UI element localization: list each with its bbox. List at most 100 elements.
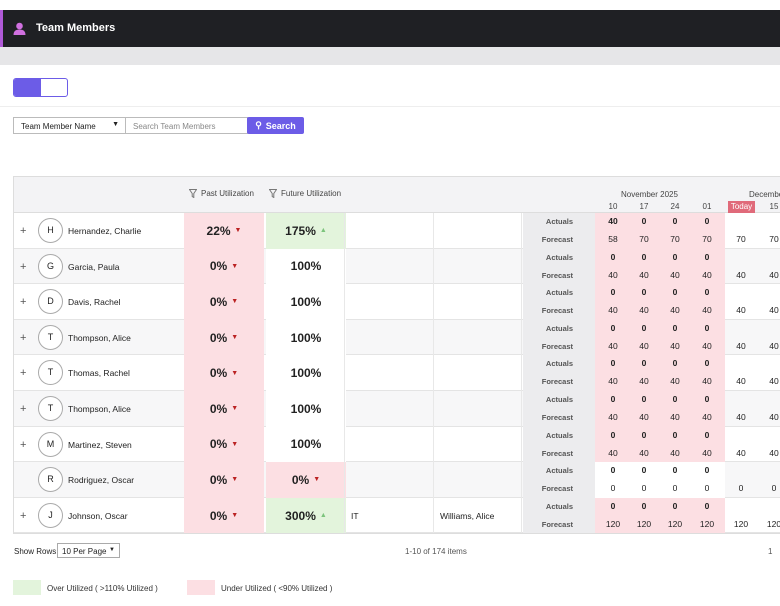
actual-hours: 0 — [610, 500, 616, 511]
forecast-hours: 40 — [670, 412, 680, 422]
column-title[interactable]: Past Utilization — [201, 189, 254, 198]
member-name: Thompson, Alice — [68, 332, 131, 343]
search-button-text[interactable]: Search — [265, 120, 296, 131]
percent: 100% — [290, 259, 322, 274]
toggle-active[interactable] — [14, 79, 41, 96]
show-rows-label: Show Rows: — [14, 547, 59, 556]
expand-button[interactable]: + — [20, 367, 27, 380]
sub-bar — [0, 47, 780, 65]
trend-down: ▼ — [231, 334, 239, 342]
page-size-select[interactable]: 10 Per Page ▼ — [57, 543, 120, 558]
table-row: + D Davis, Rachel 0% ▼ 100% Actuals Forecast 0 0 0… — [14, 284, 780, 320]
percent: 100% — [290, 330, 322, 345]
forecast-hours: 40 — [736, 376, 746, 387]
row-label: Actuals — [545, 323, 573, 333]
future-utilization: 300% ▲ — [266, 497, 346, 534]
weeks-cell — [595, 497, 725, 534]
view-toggle[interactable] — [13, 78, 68, 97]
row-label: Forecast — [541, 235, 573, 244]
forecast-hours: 40 — [702, 340, 712, 351]
past-utilization: 22% ▼ — [184, 213, 264, 249]
future-utilization: 100% — [266, 426, 346, 463]
cell-divider — [433, 319, 434, 356]
future-utilization: 100% — [266, 248, 346, 285]
actual-hours: 0 — [641, 251, 647, 262]
page-number[interactable]: 1 — [768, 547, 773, 556]
trend-down: ▼ — [231, 440, 239, 448]
future-utilization: 100% — [266, 319, 346, 356]
actual-hours: 0 — [610, 322, 616, 333]
expand-button[interactable]: + — [20, 296, 27, 309]
cell-divider — [344, 284, 345, 320]
label-cell — [523, 497, 595, 534]
cell-divider — [521, 248, 522, 285]
actual-hours: 0 — [704, 429, 710, 440]
actual-hours: 0 — [610, 429, 616, 440]
search-button[interactable]: ⚲ Search — [247, 117, 304, 134]
avatar: D — [38, 289, 63, 315]
forecast-hours: 40 — [736, 447, 746, 458]
weeks-cell — [595, 462, 725, 498]
table-row: + M Martinez, Steven 0% ▼ 100% Actuals Forecast… — [14, 426, 780, 463]
week-label: 15 — [769, 202, 779, 211]
past-utilization: 0% ▼ — [184, 462, 264, 498]
table-row: + H Hernandez, Charlie 22% ▼ 175% ▲ Actuals Fore… — [14, 213, 780, 249]
forecast-hours: 0 — [641, 483, 647, 494]
past-utilization: 0% ▼ — [184, 284, 264, 320]
row-label: Actuals — [545, 217, 573, 226]
forecast-hours: 70 — [639, 234, 649, 244]
actual-hours: 0 — [672, 251, 678, 262]
cell-divider — [521, 355, 522, 391]
expand-button[interactable]: + — [20, 509, 27, 522]
pagination-range: 1-10 of 174 items — [405, 547, 467, 556]
week-label: 17 — [639, 202, 649, 211]
week-label: Today — [728, 201, 755, 213]
actual-hours: 0 — [610, 394, 616, 404]
row-label: Forecast — [541, 413, 573, 422]
expand-button[interactable]: + — [20, 225, 27, 237]
actual-hours: 0 — [704, 251, 710, 262]
divider — [0, 106, 780, 107]
cell-divider — [433, 355, 434, 391]
legend-label: Over Utilized ( >110% Utilized ) — [47, 584, 158, 593]
future-utilization: 0% ▼ — [266, 462, 346, 498]
table: Past Utilization Future Utilization Novemb… — [13, 176, 780, 534]
label-cell — [523, 355, 595, 391]
column-title[interactable]: Future Utilization — [281, 189, 342, 198]
forecast-hours: 40 — [702, 269, 712, 280]
expand-button[interactable]: + — [20, 403, 27, 415]
weeks-cell — [595, 391, 725, 427]
trend-down: ▼ — [313, 476, 321, 484]
forecast-hours: 40 — [702, 305, 712, 316]
forecast-hours: 40 — [608, 447, 618, 458]
department: IT — [351, 510, 359, 521]
expand-button[interactable]: + — [20, 331, 27, 344]
row-label: Forecast — [541, 448, 573, 458]
forecast-hours: 120 — [636, 518, 652, 529]
cell-divider — [344, 426, 345, 463]
avatar: T — [38, 360, 63, 386]
future-utilization: 100% — [266, 391, 346, 427]
actual-hours: 0 — [641, 429, 647, 440]
forecast-hours: 40 — [670, 340, 680, 351]
row-label: Forecast — [541, 377, 573, 387]
field-select-text[interactable]: Team Member Name — [21, 122, 96, 131]
trend-down: ▼ — [231, 512, 239, 520]
forecast-hours: 40 — [769, 412, 779, 422]
forecast-hours: 40 — [736, 269, 746, 280]
expand-button[interactable]: + — [20, 438, 27, 451]
search-input[interactable]: Search Team Members — [125, 117, 248, 134]
expand-button[interactable]: + — [20, 260, 27, 273]
avatar: M — [38, 431, 63, 457]
forecast-hours: 0 — [771, 483, 777, 494]
field-select[interactable]: Team Member Name ▼ — [13, 117, 126, 134]
forecast-hours: 40 — [670, 447, 680, 458]
percent: 300% — [285, 508, 316, 523]
table-row: + J Johnson, Oscar 0% ▼ 300% ▲ IT Williams, Alic… — [14, 497, 780, 534]
column-header: Past Utilization — [189, 189, 254, 198]
forecast-hours: 40 — [639, 412, 649, 422]
weeks-cell — [595, 213, 725, 249]
avatar: H — [38, 218, 63, 243]
row-label: Forecast — [541, 519, 573, 529]
